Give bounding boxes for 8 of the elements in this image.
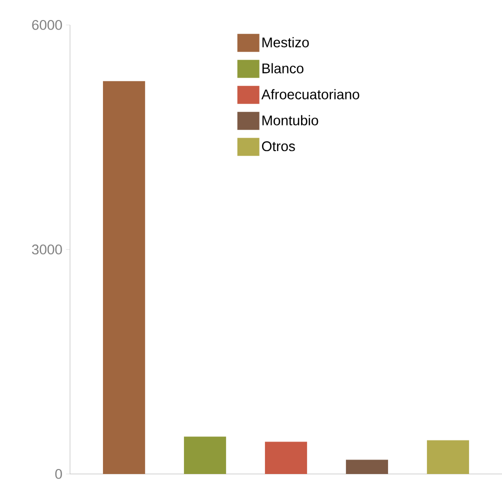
y-tick-label: 3000 [32,244,62,254]
legend-label: Montubio [262,115,318,126]
legend-label: Afroecuatoriano [261,89,360,100]
legend-label: Otros [262,141,295,152]
y-tick-label: 6000 [32,20,62,30]
legend-label: Mestizo [262,37,309,48]
legend-label: Blanco [262,63,304,74]
y-tick-label: 0 [55,469,62,479]
